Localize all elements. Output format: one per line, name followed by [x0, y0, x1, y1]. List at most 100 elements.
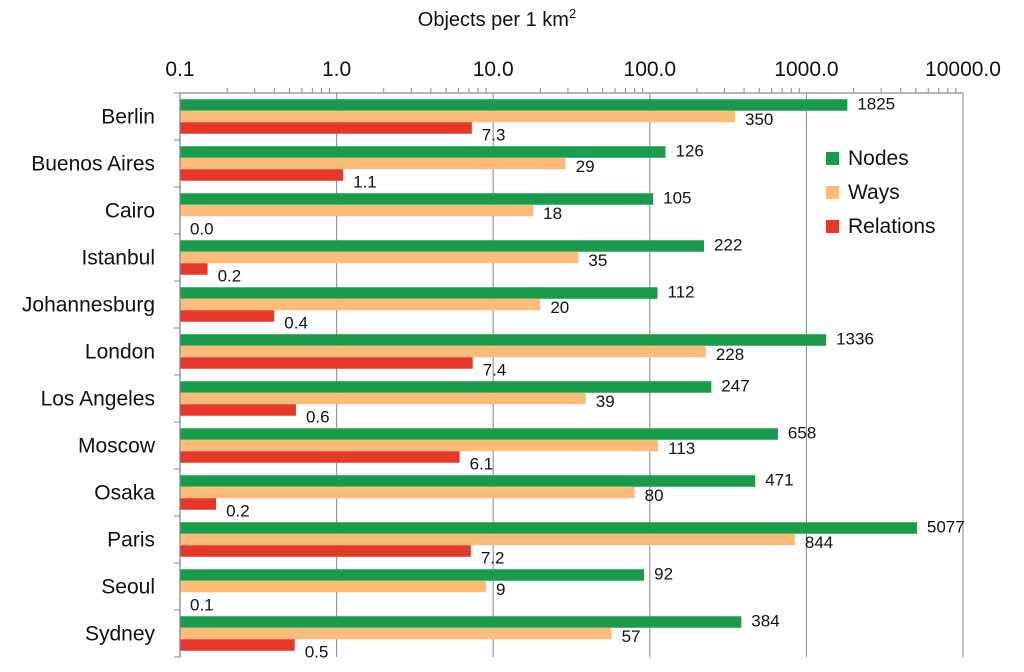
- category-label: London: [85, 341, 155, 364]
- data-label-nodes: 105: [663, 188, 691, 207]
- data-label-relations: 7.2: [481, 548, 505, 567]
- bar-nodes: [180, 569, 645, 581]
- legend-label-relations: Relations: [848, 215, 936, 238]
- bar-ways: [180, 251, 579, 264]
- bar-ways: [180, 110, 736, 123]
- data-label-ways: 844: [805, 533, 833, 552]
- data-label-nodes: 658: [788, 423, 816, 442]
- data-label-nodes: 126: [676, 141, 704, 160]
- bar-relations: [180, 639, 295, 651]
- category-axis: Berlin Buenos Aires Cairo Istanbul Johannesb…: [22, 92, 181, 658]
- category-label: Cairo: [105, 200, 155, 223]
- data-label-nodes: 1336: [836, 329, 874, 348]
- data-label-relations: 0.6: [306, 407, 330, 426]
- data-label-ways: 228: [716, 345, 744, 364]
- bar-nodes: [180, 381, 712, 393]
- bar-ways: [180, 439, 659, 452]
- bar-relations: [180, 122, 472, 134]
- legend-swatch-nodes: [826, 152, 839, 165]
- category-label: Sydney: [85, 623, 156, 646]
- data-label-nodes: 247: [721, 376, 749, 395]
- data-label-relations: 0.2: [226, 501, 250, 520]
- legend: Nodes Ways Relations: [826, 147, 936, 238]
- legend-label-ways: Ways: [848, 181, 900, 204]
- bar-relations: [180, 545, 471, 557]
- bar-ways: [180, 204, 534, 217]
- legend-label-nodes: Nodes: [848, 147, 909, 170]
- x-tick-label: 1000.0: [774, 58, 838, 81]
- bar-ways: [180, 580, 487, 593]
- data-label-ways: 39: [596, 392, 615, 411]
- data-label-ways: 350: [745, 110, 773, 129]
- data-label-nodes: 471: [765, 470, 793, 489]
- bar-relations: [180, 310, 275, 322]
- x-tick-label: 100.0: [624, 58, 677, 81]
- bar-relations: [180, 404, 296, 416]
- data-label-nodes: 384: [751, 611, 779, 630]
- x-tick-label: 10000.0: [925, 58, 1001, 81]
- data-label-nodes: 92: [654, 564, 673, 583]
- bar-ways: [180, 157, 566, 170]
- bar-nodes: [180, 475, 756, 487]
- legend-swatch-relations: [826, 220, 839, 233]
- category-label: Moscow: [78, 435, 156, 458]
- x-tick-label: 0.1: [165, 58, 194, 81]
- category-label: Seoul: [101, 576, 155, 599]
- data-label-ways: 20: [550, 298, 569, 317]
- bar-relations: [180, 263, 208, 275]
- data-label-relations: 6.1: [470, 454, 494, 473]
- bar-relations: [180, 498, 217, 510]
- bars: [180, 99, 917, 651]
- x-tick-label: 10.0: [473, 58, 514, 81]
- bar-nodes: [180, 193, 654, 205]
- bar-nodes: [180, 146, 666, 158]
- data-label-relations: 0.1: [190, 595, 214, 614]
- data-labels: 1825 350 7.3 126 29 1.1 105 18 0.0 222 35 0.2 112 20 0…: [190, 94, 965, 661]
- category-label: Berlin: [101, 106, 155, 129]
- bar-ways: [180, 298, 541, 311]
- data-label-relations: 0.2: [218, 266, 242, 285]
- x-axis-title: Objects per 1 km2: [418, 6, 576, 31]
- x-axis-title-superscript: 2: [569, 6, 576, 21]
- category-label: Johannesburg: [22, 294, 155, 317]
- bar-ways: [180, 533, 795, 546]
- category-label: Istanbul: [81, 247, 155, 270]
- data-label-relations: 7.4: [483, 360, 507, 379]
- bar-nodes: [180, 99, 848, 111]
- category-label: Los Angeles: [41, 388, 155, 411]
- data-label-ways: 9: [496, 580, 505, 599]
- data-label-nodes: 5077: [927, 517, 965, 536]
- category-label: Osaka: [94, 482, 155, 505]
- bar-nodes: [180, 616, 742, 628]
- data-label-ways: 80: [645, 486, 664, 505]
- legend-swatch-ways: [826, 186, 839, 199]
- bar-ways: [180, 392, 586, 405]
- data-label-nodes: 222: [714, 235, 742, 254]
- x-tick-label: 1.0: [322, 58, 351, 81]
- data-label-nodes: 1825: [857, 94, 895, 113]
- data-label-relations: 0.5: [305, 642, 329, 661]
- bar-nodes: [180, 287, 658, 299]
- data-label-relations: 0.0: [190, 219, 214, 238]
- bar-nodes: [180, 334, 827, 346]
- bar-ways: [180, 486, 635, 499]
- bar-relations: [180, 451, 460, 463]
- bar-nodes: [180, 240, 705, 252]
- category-label: Buenos Aires: [31, 153, 155, 176]
- data-label-ways: 35: [588, 251, 607, 270]
- category-label: Paris: [107, 529, 155, 552]
- bar-nodes: [180, 428, 778, 440]
- bar-relations: [180, 357, 473, 369]
- data-label-ways: 57: [622, 627, 641, 646]
- x-axis: 0.1 1.0 10.0 100.0 1000.0 10000.0: [165, 58, 1001, 94]
- data-label-relations: 1.1: [353, 172, 377, 191]
- x-axis-title-text: Objects per 1 km: [418, 9, 569, 31]
- bar-ways: [180, 345, 706, 358]
- data-label-ways: 18: [543, 204, 562, 223]
- data-label-ways: 29: [576, 157, 595, 176]
- data-label-nodes: 112: [668, 282, 695, 301]
- data-label-relations: 0.4: [284, 313, 308, 332]
- bar-ways: [180, 627, 612, 640]
- bar-nodes: [180, 522, 917, 534]
